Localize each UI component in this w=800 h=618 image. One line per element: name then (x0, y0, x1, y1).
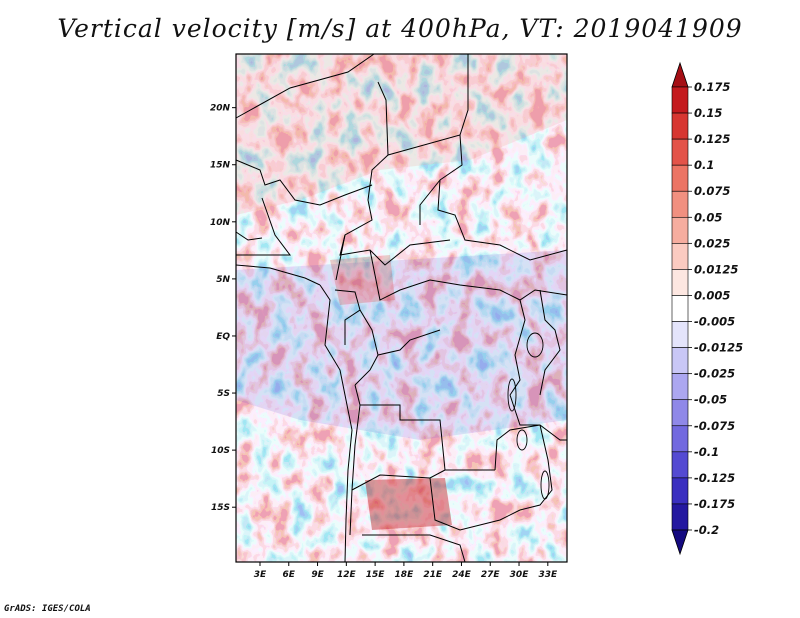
colorbar-label: 0.1 (694, 158, 714, 172)
colorbar-box (671, 295, 689, 322)
lon-label: 3E (254, 570, 267, 580)
colorbar-label: 0.05 (694, 210, 722, 224)
colorbar-box (671, 425, 689, 453)
colorbar-box (671, 347, 689, 374)
colorbar-box (671, 112, 689, 140)
colorbar-box (671, 477, 689, 505)
colorbar-label: 0.0125 (694, 262, 738, 276)
lon-label: 12E (337, 570, 357, 580)
colorbar-label: 0.15 (694, 106, 722, 120)
country-borders (235, 53, 568, 563)
lon-label: 24E (452, 570, 472, 580)
colorbar-box (671, 503, 689, 531)
colorbar-label: -0.075 (694, 419, 735, 433)
colorbar-label: 0.005 (694, 288, 730, 302)
colorbar-label: -0.005 (694, 315, 735, 329)
lon-label: 18E (395, 570, 415, 580)
latitude-axis: 20N 15N 10N 5N EQ 5S 10S 15S (210, 104, 236, 513)
colorbar-box (671, 269, 689, 296)
lat-label: 15S (211, 503, 230, 513)
colorbar-label: -0.125 (694, 471, 735, 485)
colorbar-box (671, 243, 689, 270)
lat-label: 5S (217, 389, 230, 399)
lat-label: 15N (210, 161, 231, 171)
negative-zone-center (236, 250, 567, 440)
lon-label: 33E (538, 570, 558, 580)
positive-band-north (236, 54, 567, 215)
colorbar-label: -0.05 (694, 393, 727, 407)
colorbar-box (671, 399, 689, 427)
lon-label: 6E (283, 570, 296, 580)
colorbar-label: 0.075 (694, 184, 730, 198)
lon-label: 27E (481, 570, 501, 580)
lat-label: EQ (216, 332, 230, 342)
colorbar-label: 0.025 (694, 236, 730, 250)
lat-label: 10N (210, 218, 231, 228)
colorbar-box (671, 86, 689, 114)
positive-cluster-south (365, 478, 452, 530)
colorbar-bottom-arrow (671, 529, 689, 556)
colorbar-box (671, 138, 689, 166)
colorbar-box (671, 190, 689, 218)
colorbar-label: -0.1 (694, 445, 719, 459)
map-title: Vertical velocity [m/s] at 400hPa, VT: 2… (57, 14, 743, 43)
colorbar-box (671, 373, 689, 401)
colorbar-label: 0.125 (694, 132, 730, 146)
colorbar-label: -0.175 (694, 497, 735, 511)
colorbar-box (671, 451, 689, 479)
lat-label: 20N (210, 104, 231, 114)
colorbar-label: -0.0125 (694, 341, 743, 355)
colorbar-top-arrow (671, 61, 689, 88)
lon-label: 30E (510, 570, 530, 580)
longitude-axis: 3E 6E 9E 12E 15E 18E 21E 24E 27E 30E 33E (254, 562, 558, 580)
colorbar-box (671, 321, 689, 348)
lon-label: 15E (366, 570, 386, 580)
colorbar-label: -0.025 (694, 367, 735, 381)
map-frame (235, 53, 568, 563)
lat-label: 10S (211, 446, 230, 456)
vertical-velocity-field (236, 54, 567, 562)
colorbar-box (671, 164, 689, 192)
lat-label: 5N (216, 275, 230, 285)
colorbar-label: -0.2 (694, 523, 719, 537)
lakes (507, 332, 550, 500)
colorbar-box (671, 216, 689, 244)
map-plot-area (235, 53, 568, 563)
lon-label: 9E (311, 570, 324, 580)
colorbar-label: 0.175 (694, 80, 730, 94)
colorbar: 0.175 0.15 0.125 0.1 0.075 0.05 0.025 0.0125 0.0… (671, 61, 743, 556)
lon-label: 21E (423, 570, 443, 580)
grads-credit: GrADS: IGES/COLA (4, 604, 91, 614)
